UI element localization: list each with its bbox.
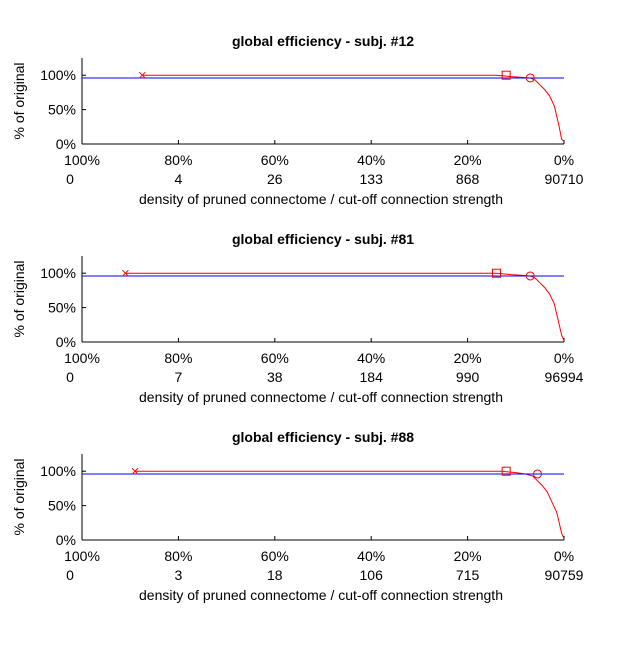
panel3-title: global efficiency - subj. #88 <box>232 429 414 445</box>
panel1-x-label: density of pruned connectome / cut-off c… <box>139 191 503 207</box>
panel1-marker-x <box>138 71 146 79</box>
panel3-x-tick-label-top: 0% <box>554 548 574 564</box>
panel3-x-tick-label-top: 60% <box>261 548 289 564</box>
panel3-x-tick-label-bottom: 90759 <box>545 567 584 583</box>
panel3-marker-square <box>501 466 511 476</box>
panel2-x-label: density of pruned connectome / cut-off c… <box>139 389 503 405</box>
panel3-y-label: % of original <box>11 458 27 535</box>
panel3-y-tick-label: 100% <box>40 463 76 479</box>
panel2-title: global efficiency - subj. #81 <box>232 231 414 247</box>
panel2-x-tick-label-top: 0% <box>554 350 574 366</box>
panel1-x-tick-label-top: 0% <box>554 152 574 168</box>
panel1: global efficiency - subj. #12 0% 50% 100% 10… <box>11 33 584 207</box>
panel2-x-tick-label-bottom: 7 <box>175 369 183 385</box>
panel3-x-tick-label-bottom: 715 <box>456 567 480 583</box>
panel2-y-tick-label: 50% <box>48 300 76 316</box>
panel1-x-tick-label-bottom: 90710 <box>545 171 584 187</box>
panel2-x-tick-label-bottom: 96994 <box>545 369 584 385</box>
panel3-x-tick-label-top: 20% <box>454 548 482 564</box>
panel3-x-label: density of pruned connectome / cut-off c… <box>139 587 503 603</box>
panel3-x-tick-label-bottom: 3 <box>175 567 183 583</box>
panel3: global efficiency - subj. #88 0% 50% 100% 10… <box>11 429 584 603</box>
panel2: global efficiency - subj. #81 0% 50% 100% 10… <box>11 231 584 405</box>
panel2-x-tick-label-bottom: 990 <box>456 369 480 385</box>
panel2-marker-square <box>492 268 502 278</box>
panel1-x-tick-label-top: 20% <box>454 152 482 168</box>
panel2-y-tick-label: 0% <box>56 334 76 350</box>
panel2-y-label: % of original <box>11 260 27 337</box>
panel3-x-tick-label-bottom: 18 <box>267 567 283 583</box>
panel2-x-tick-label-bottom: 184 <box>360 369 384 385</box>
panel3-x-tick-label-bottom: 106 <box>360 567 384 583</box>
panel3-y-tick-label: 0% <box>56 532 76 548</box>
panel1-x-tick-label-bottom: 26 <box>267 171 283 187</box>
panel2-x-tick-label-bottom: 0 <box>66 369 74 385</box>
panel1-x-tick-label-bottom: 0 <box>66 171 74 187</box>
panel3-series-pruned <box>135 470 565 539</box>
panel2-y-tick-label: 100% <box>40 265 76 281</box>
panel3-x-tick-label-top: 100% <box>64 548 100 564</box>
panel3-marker-circle <box>532 469 542 479</box>
panel2-x-tick-label-top: 100% <box>64 350 100 366</box>
panel1-x-tick-label-bottom: 868 <box>456 171 480 187</box>
panel1-x-tick-label-top: 80% <box>164 152 192 168</box>
panel1-series-pruned <box>142 74 565 142</box>
panel1-y-label: % of original <box>11 62 27 139</box>
panel1-y-tick-label: 50% <box>48 102 76 118</box>
panel2-marker-circle <box>525 271 535 281</box>
panel3-x-tick-label-top: 80% <box>164 548 192 564</box>
panel1-y-tick-label: 100% <box>40 67 76 83</box>
panel2-x-tick-label-top: 20% <box>454 350 482 366</box>
panel1-title: global efficiency - subj. #12 <box>232 33 414 49</box>
panel1-x-tick-label-top: 60% <box>261 152 289 168</box>
panel1-x-tick-label-bottom: 133 <box>360 171 384 187</box>
panel1-x-tick-label-top: 40% <box>357 152 385 168</box>
panel3-x-tick-label-bottom: 0 <box>66 567 74 583</box>
panel2-x-tick-label-top: 40% <box>357 350 385 366</box>
panel3-x-tick-label-top: 40% <box>357 548 385 564</box>
panel2-x-tick-label-top: 60% <box>261 350 289 366</box>
panel1-marker-square <box>501 70 511 80</box>
panel2-x-tick-label-bottom: 38 <box>267 369 283 385</box>
panel3-marker-x <box>131 467 139 475</box>
panel2-x-tick-label-top: 80% <box>164 350 192 366</box>
panel1-x-tick-label-bottom: 4 <box>175 171 183 187</box>
panel2-marker-x <box>122 269 129 277</box>
panel1-y-tick-label: 0% <box>56 136 76 152</box>
panel1-x-tick-label-top: 100% <box>64 152 100 168</box>
panel2-series-pruned <box>125 272 565 341</box>
panel3-y-tick-label: 50% <box>48 498 76 514</box>
panel1-marker-circle <box>525 73 535 83</box>
